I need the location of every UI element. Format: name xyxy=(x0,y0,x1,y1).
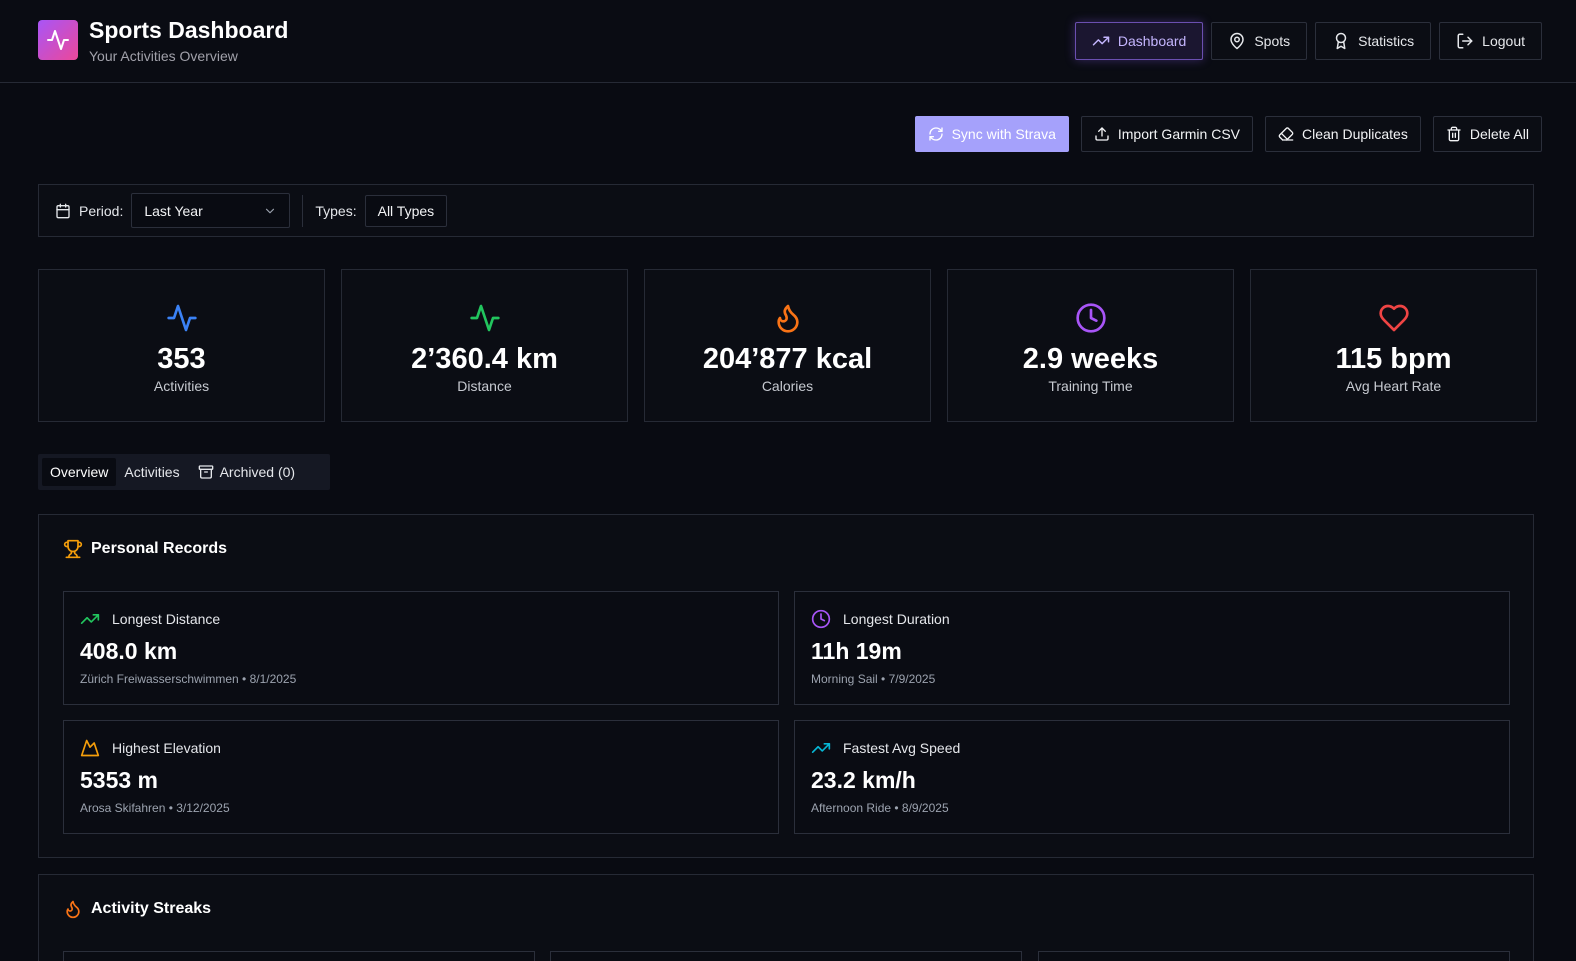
stat-label: Avg Heart Rate xyxy=(1345,378,1442,394)
record-card-longest-distance: Longest Distance 408.0 km Zürich Freiwas… xyxy=(63,591,779,705)
record-card-longest-duration: Longest Duration 11h 19m Morning Sail • … xyxy=(794,591,1510,705)
trash-icon xyxy=(1447,126,1461,142)
view-tabs: Overview Activities Archived (0) xyxy=(38,454,330,490)
stat-value: 204’877 kcal xyxy=(702,343,873,375)
flame-icon xyxy=(776,304,799,333)
stat-label: Distance xyxy=(457,378,512,394)
sync-strava-button[interactable]: Sync with Strava xyxy=(914,116,1069,152)
record-label: Longest Duration xyxy=(843,611,950,627)
filter-bar: Period: Last Year Types: All Types xyxy=(38,184,1534,237)
record-value: 23.2 km/h xyxy=(811,767,916,793)
import-garmin-button[interactable]: Import Garmin CSV xyxy=(1080,116,1253,152)
tab-archived[interactable]: Archived (0) xyxy=(188,458,303,486)
filter-divider xyxy=(302,194,304,227)
flame-icon xyxy=(66,900,80,919)
nav-logout-button[interactable]: Logout xyxy=(1439,22,1542,60)
activity-pulse-icon xyxy=(47,30,69,50)
trending-up-icon xyxy=(80,614,100,624)
clock-icon xyxy=(1075,303,1106,333)
period-value: Last Year xyxy=(144,202,203,219)
calendar-icon xyxy=(56,203,70,218)
stat-label: Calories xyxy=(761,378,814,394)
action-bar: Sync with Strava Import Garmin CSV Clean… xyxy=(914,116,1542,152)
award-icon xyxy=(1335,32,1347,50)
record-value: 408.0 km xyxy=(80,638,178,664)
record-card-fastest-speed: Fastest Avg Speed 23.2 km/h Afternoon Ri… xyxy=(794,720,1510,834)
record-detail: Afternoon Ride • 8/9/2025 xyxy=(811,801,949,815)
record-value: 5353 m xyxy=(80,767,159,793)
types-value: All Types xyxy=(377,202,435,219)
record-label: Fastest Avg Speed xyxy=(843,740,961,756)
stat-card-training-time: 2.9 weeks Training Time xyxy=(947,269,1234,422)
activity-streaks-title: Activity Streaks xyxy=(63,899,211,919)
streak-card xyxy=(63,951,535,961)
stat-value: 2.9 weeks xyxy=(1022,343,1159,375)
logo xyxy=(38,20,78,60)
clock-icon xyxy=(811,609,831,629)
stat-label: Activities xyxy=(153,378,210,394)
record-label: Highest Elevation xyxy=(112,740,221,756)
archive-icon xyxy=(198,465,213,479)
app-header: Sports Dashboard Your Activities Overvie… xyxy=(0,0,1576,83)
activity-icon xyxy=(469,304,500,332)
tab-activities[interactable]: Activities xyxy=(124,464,180,480)
sync-strava-label: Sync with Strava xyxy=(951,126,1056,142)
nav-dashboard-label: Dashboard xyxy=(1117,33,1187,49)
activity-streaks-label: Activity Streaks xyxy=(91,900,212,917)
nav-dashboard-button[interactable]: Dashboard xyxy=(1074,22,1204,60)
app-title: Sports Dashboard xyxy=(89,17,289,43)
personal-records-title: Personal Records xyxy=(63,539,227,559)
personal-records-panel: Personal Records Longest Distance 408.0 … xyxy=(38,514,1534,858)
personal-records-label: Personal Records xyxy=(91,540,228,557)
activity-icon xyxy=(166,304,197,332)
record-value: 11h 19m xyxy=(811,638,902,664)
stats-row: 353 Activities 2’360.4 km Distance 204’8… xyxy=(38,269,1537,422)
tab-archived-label: Archived (0) xyxy=(219,464,296,480)
clean-duplicates-button[interactable]: Clean Duplicates xyxy=(1265,116,1421,152)
mountain-icon xyxy=(80,739,100,757)
nav-spots-button[interactable]: Spots xyxy=(1211,22,1308,60)
trending-up-icon xyxy=(1092,36,1110,46)
stat-label: Training Time xyxy=(1048,378,1133,394)
stat-card-activities: 353 Activities xyxy=(38,269,325,422)
stat-value: 353 xyxy=(157,343,206,375)
record-detail: Morning Sail • 7/9/2025 xyxy=(811,672,936,686)
period-label: Period: xyxy=(79,202,124,219)
record-detail: Zürich Freiwasserschwimmen • 8/1/2025 xyxy=(80,672,297,686)
nav-statistics-label: Statistics xyxy=(1358,33,1415,49)
record-detail: Arosa Skifahren • 3/12/2025 xyxy=(80,801,230,815)
heart-icon xyxy=(1378,304,1409,332)
main-nav: Dashboard Spots Statistics Logout xyxy=(1074,22,1542,60)
app-subtitle: Your Activities Overview xyxy=(89,48,238,64)
map-pin-icon xyxy=(1230,32,1245,50)
stat-card-heart-rate: 115 bpm Avg Heart Rate xyxy=(1250,269,1537,422)
delete-all-button[interactable]: Delete All xyxy=(1432,116,1542,152)
trending-up-icon xyxy=(811,743,831,753)
streak-card xyxy=(550,951,1022,961)
upload-icon xyxy=(1095,127,1109,141)
nav-logout-label: Logout xyxy=(1482,33,1525,49)
period-select[interactable]: Last Year xyxy=(131,193,291,228)
refresh-icon xyxy=(928,127,943,141)
types-label: Types: xyxy=(315,202,357,219)
record-card-highest-elevation: Highest Elevation 5353 m Arosa Skifahren… xyxy=(63,720,779,834)
nav-spots-label: Spots xyxy=(1254,33,1291,49)
types-select[interactable]: All Types xyxy=(364,194,448,227)
tab-overview[interactable]: Overview xyxy=(42,458,117,486)
delete-all-label: Delete All xyxy=(1469,126,1529,142)
log-out-icon xyxy=(1457,33,1473,49)
eraser-icon xyxy=(1278,127,1294,141)
chevron-down-icon xyxy=(266,208,275,213)
activity-streaks-panel: Activity Streaks xyxy=(38,874,1534,961)
record-label: Longest Distance xyxy=(112,611,221,627)
stat-card-calories: 204’877 kcal Calories xyxy=(644,269,931,422)
stat-value: 115 bpm xyxy=(1335,343,1452,375)
clean-duplicates-label: Clean Duplicates xyxy=(1302,126,1408,142)
nav-statistics-button[interactable]: Statistics xyxy=(1315,22,1432,60)
stat-card-distance: 2’360.4 km Distance xyxy=(341,269,628,422)
import-garmin-label: Import Garmin CSV xyxy=(1117,126,1240,142)
stat-value: 2’360.4 km xyxy=(411,343,558,375)
streak-card xyxy=(1038,951,1510,961)
trophy-icon xyxy=(63,539,83,559)
